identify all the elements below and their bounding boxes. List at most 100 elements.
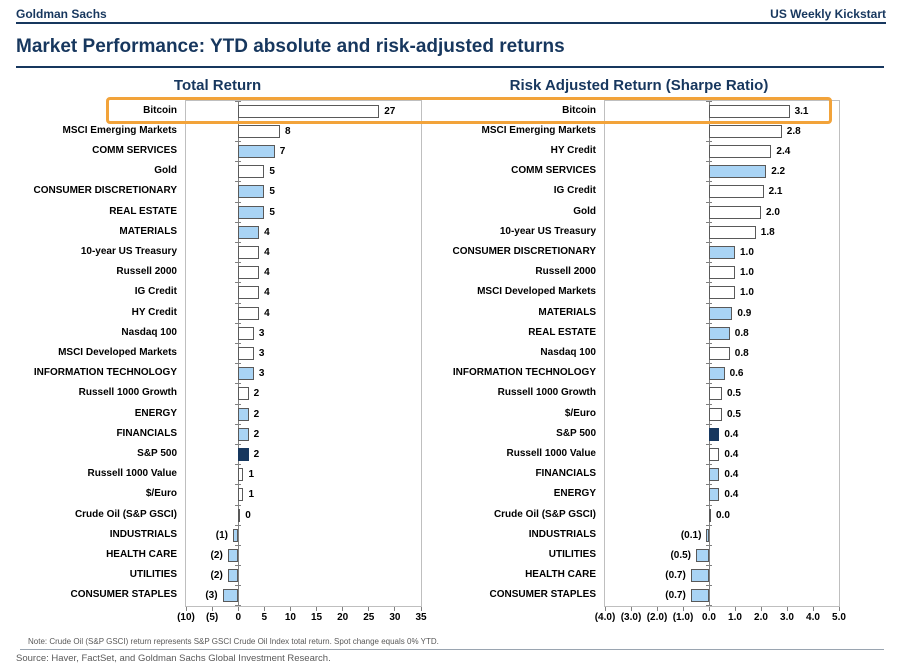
category-tick <box>706 363 712 365</box>
bar <box>238 448 249 461</box>
value-label: (3) <box>205 590 218 602</box>
value-label: 5 <box>269 166 275 178</box>
bar <box>238 225 260 239</box>
value-label: 8 <box>285 125 291 137</box>
category-tick <box>706 383 712 385</box>
value-axis-tick-label: 15 <box>310 612 323 623</box>
category-label: Gold <box>154 165 177 177</box>
bar <box>709 165 767 179</box>
category-tick <box>235 120 242 122</box>
value-label: 4 <box>264 226 270 238</box>
value-label: (0.1) <box>680 529 702 541</box>
category-label: S&P 500 <box>137 447 177 459</box>
category-tick <box>706 302 712 304</box>
category-label: Bitcoin <box>143 104 177 116</box>
value-label: 2 <box>253 388 260 400</box>
value-axis-tick <box>630 607 632 611</box>
value-label: 3 <box>258 327 265 339</box>
value-axis-tick <box>734 607 736 611</box>
value-label: 1 <box>248 489 254 501</box>
bar <box>238 407 249 421</box>
bar <box>709 246 735 259</box>
category-tick <box>706 565 712 567</box>
source-line: Source: Haver, FactSet, and Goldman Sach… <box>16 653 331 664</box>
value-label: 3 <box>258 348 265 359</box>
category-label: Russell 1000 Value <box>506 447 596 459</box>
sharpe-ratio-chart: Risk Adjusted Return (Sharpe Ratio) Bitc… <box>440 75 845 625</box>
value-axis-tick-label: (4.0) <box>594 612 616 623</box>
bar <box>709 124 782 138</box>
value-axis-tick <box>760 607 762 611</box>
bar <box>709 185 764 199</box>
category-tick <box>706 443 712 445</box>
value-label: 0.8 <box>734 348 749 359</box>
publication-name: US Weekly Kickstart <box>770 7 886 21</box>
category-tick <box>235 524 242 526</box>
value-axis-tick <box>682 607 684 611</box>
category-label: Russell 1000 Growth <box>497 387 596 399</box>
category-tick <box>706 605 712 606</box>
category-label: CONSUMER DISCRETIONARY <box>452 245 596 257</box>
bar <box>238 104 380 118</box>
category-tick <box>706 161 712 163</box>
category-label: Bitcoin <box>562 104 596 116</box>
value-axis-tick <box>420 607 422 611</box>
bar <box>238 165 265 179</box>
bar <box>709 306 733 320</box>
category-label: INDUSTRIALS <box>109 528 177 540</box>
category-tick <box>235 383 242 385</box>
page-title: Market Performance: YTD absolute and ris… <box>16 36 565 57</box>
bar <box>238 185 265 199</box>
value-axis-tick-label: 0 <box>235 612 241 623</box>
value-axis-tick-label: (2.0) <box>646 612 668 623</box>
category-label: Russell 2000 <box>116 266 177 278</box>
category-label: ENERGY <box>553 488 596 500</box>
category-tick <box>706 282 712 284</box>
category-label: CONSUMER STAPLES <box>70 589 178 601</box>
title-divider <box>16 66 884 68</box>
category-tick <box>706 504 712 506</box>
bar <box>238 427 249 441</box>
category-tick <box>706 201 712 203</box>
category-label: Russell 1000 Growth <box>78 387 177 399</box>
bar <box>709 387 722 401</box>
value-label: (0.7) <box>665 590 686 602</box>
bar <box>709 488 720 502</box>
category-label: $/Euro <box>145 488 177 500</box>
bar <box>238 124 280 138</box>
bar <box>238 488 244 502</box>
bar <box>709 326 730 340</box>
bar <box>238 387 249 401</box>
bar <box>690 589 709 603</box>
category-label: 10-year US Treasury <box>499 225 596 237</box>
value-label: (0.5) <box>670 550 691 561</box>
value-label: 4 <box>264 307 270 319</box>
category-label: Crude Oil (S&P GSCI) <box>74 508 177 520</box>
bar <box>709 225 756 239</box>
category-label: REAL ESTATE <box>528 326 596 338</box>
bar <box>709 407 722 421</box>
category-label: MATERIALS <box>119 225 177 237</box>
value-label: 2.8 <box>786 125 801 137</box>
bar <box>233 528 239 542</box>
bar <box>238 326 254 340</box>
bar <box>227 569 239 583</box>
category-tick <box>235 565 242 567</box>
category-label: COMM SERVICES <box>92 144 177 156</box>
value-label: 3.1 <box>794 105 809 117</box>
category-label: INFORMATION TECHNOLOGY <box>452 367 596 379</box>
value-axis-tick <box>394 607 396 611</box>
value-axis-tick <box>211 607 213 611</box>
category-tick <box>706 140 712 142</box>
value-axis-tick <box>263 607 265 611</box>
bar <box>706 528 709 542</box>
category-tick <box>235 464 242 466</box>
value-axis-tick-label: 4.0 <box>806 612 820 623</box>
category-tick <box>706 403 712 405</box>
category-tick <box>235 201 242 203</box>
value-axis-tick-label: 10 <box>284 612 296 623</box>
value-label: 0.4 <box>724 469 739 481</box>
category-axis-labels: Bitcoin MSCI Emerging Markets COMM SERVICE… <box>15 100 185 605</box>
category-label: MSCI Emerging Markets <box>62 124 177 136</box>
chart-body: Bitcoin MSCI Emerging Markets HY Credit COM… <box>440 100 840 607</box>
